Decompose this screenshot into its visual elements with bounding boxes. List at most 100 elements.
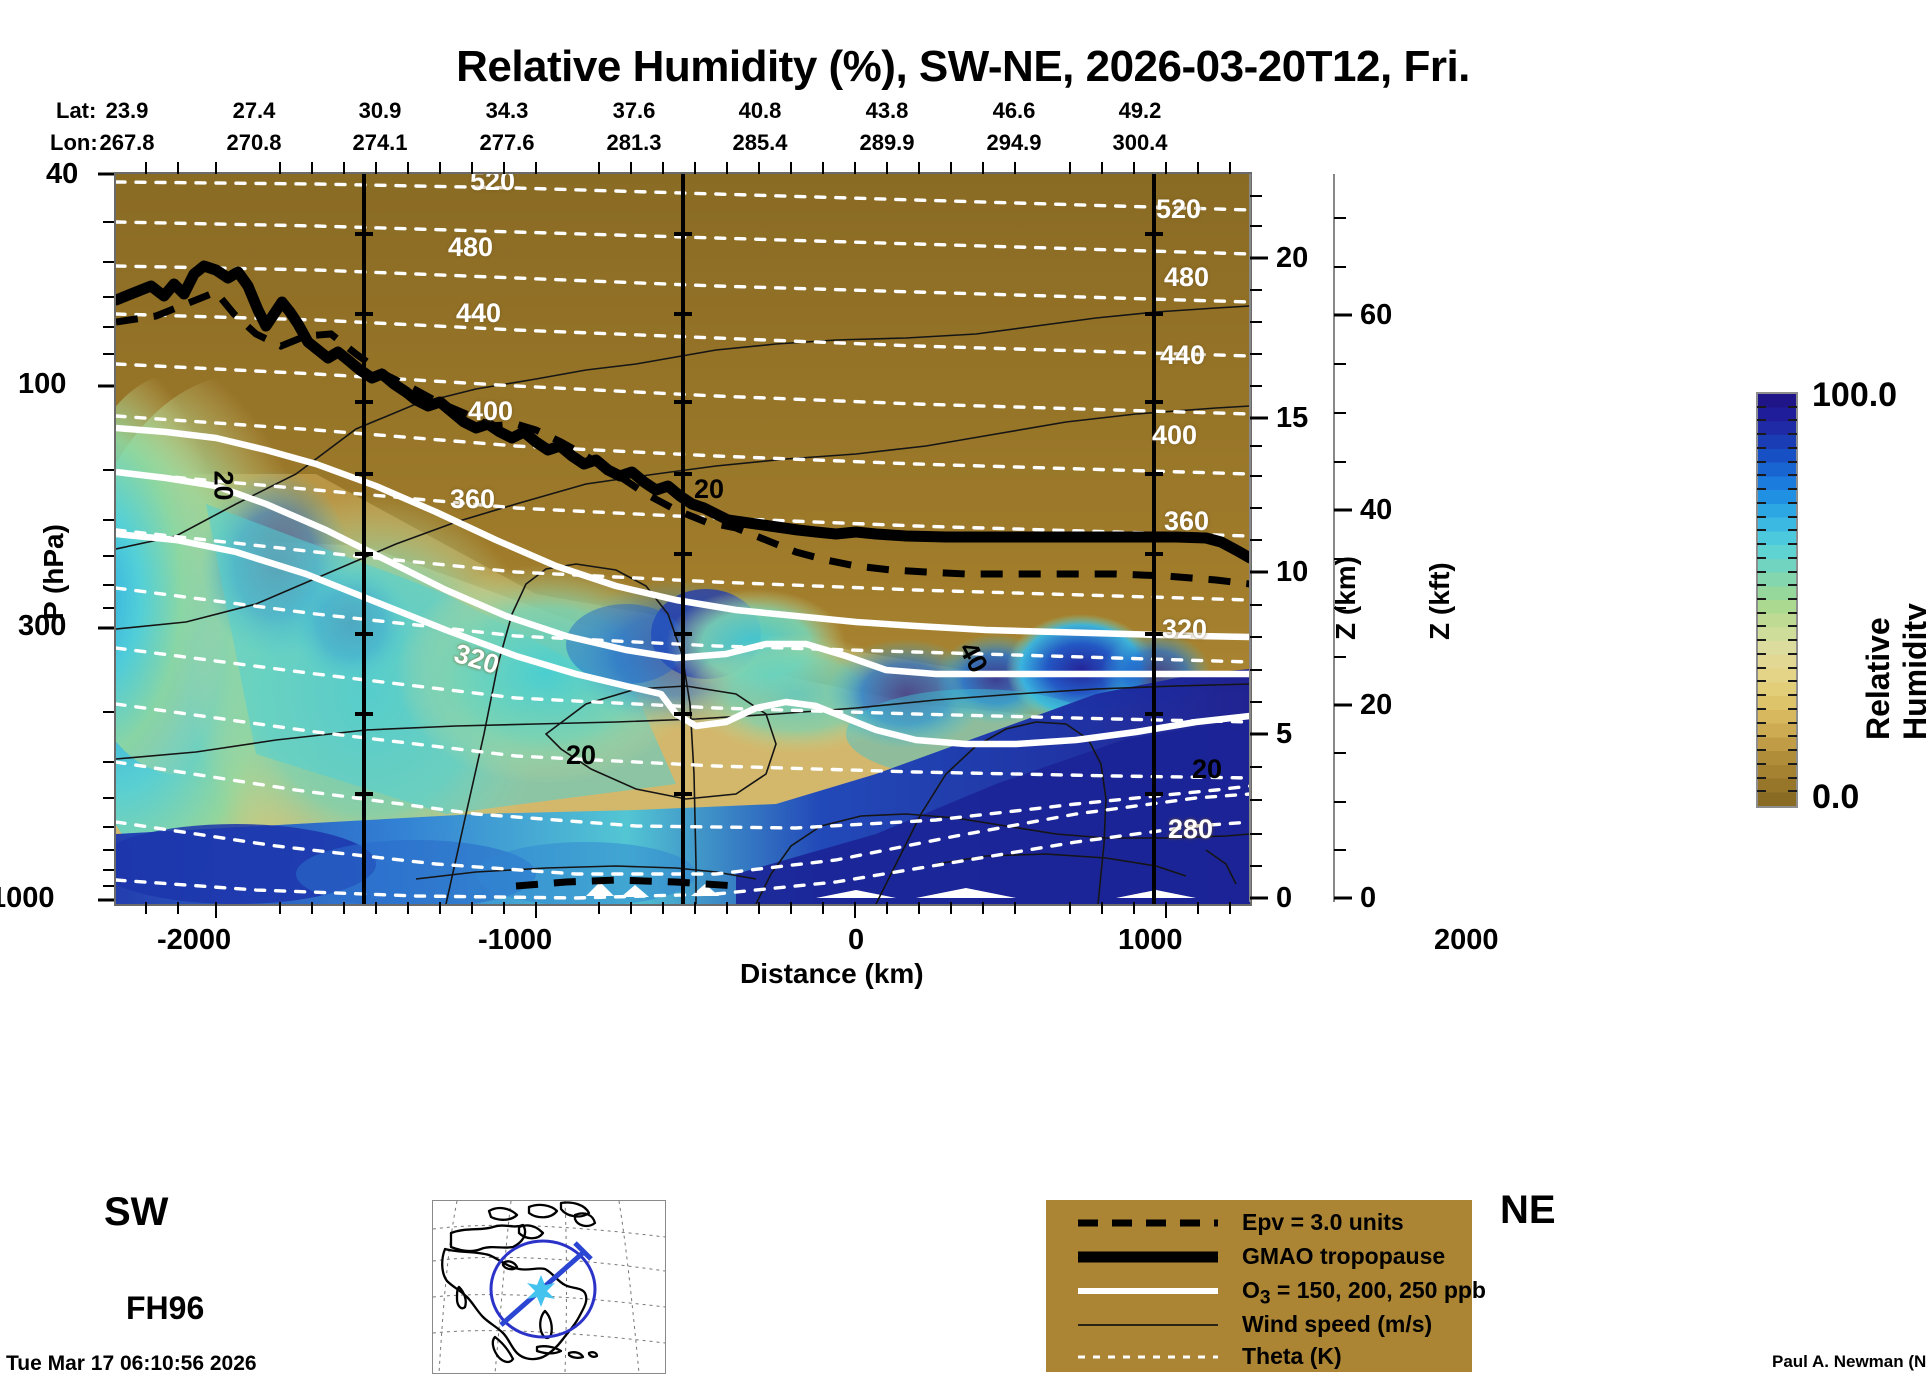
theta-contour-label: 520 (1156, 194, 1202, 224)
coastlines (441, 1201, 599, 1364)
z-km-tick-label: 20 (1276, 242, 1309, 274)
dashed-line-icon (1078, 1219, 1218, 1227)
theta-contour-label: 480 (448, 232, 494, 262)
legend-label-tropopause: GMAO tropopause (1242, 1243, 1446, 1269)
legend-label-theta: Theta (K) (1242, 1343, 1342, 1369)
thin-solid-line-icon (1078, 1324, 1218, 1326)
reference-line-ticks (355, 232, 1163, 796)
thick-solid-line-icon (1078, 1251, 1218, 1263)
colorbar-gradient (1758, 394, 1796, 806)
latitude-value: 37.6 (612, 98, 656, 123)
theta-contour-label: 480 (1164, 262, 1210, 292)
domain-circle (489, 1239, 597, 1339)
latitude-header-row: Lat: 23.9 27.4 30.9 34.3 37.6 40.8 43.8 … (0, 98, 1926, 126)
theta-contour-label: 360 (450, 484, 496, 514)
legend-row-theta: Theta (K) (1046, 1340, 1472, 1374)
z-kft-tick-label: 60 (1360, 299, 1393, 331)
ne-end-label: NE (1500, 1188, 1556, 1232)
sw-end-label: SW (104, 1190, 169, 1234)
z-km-tick-label: 5 (1276, 718, 1293, 750)
longitude-value: 274.1 (352, 130, 408, 155)
y-axis-title: P (hPa) (38, 524, 69, 620)
theta-contour-label: 400 (468, 396, 514, 426)
gmao-tropopause-line (116, 260, 1250, 564)
author-credit: Paul A. Newman (NASA (1772, 1352, 1926, 1371)
latitude-value: 30.9 (358, 98, 402, 123)
latitude-value: 49.2 (1118, 98, 1162, 123)
longitude-value: 285.4 (732, 130, 788, 155)
transect-end-cross (573, 1241, 593, 1261)
x-axis-tick-label: -2000 (157, 924, 232, 956)
legend-box: Epv = 3.0 units GMAO tropopause O3 = 150… (1046, 1200, 1486, 1374)
forecast-hour-label: FH96 (126, 1290, 205, 1326)
z-kft-tick-label: 20 (1360, 689, 1393, 721)
y-axis-tick-label: 100 (18, 368, 67, 400)
z-kft-tick-label: 0 (1360, 882, 1377, 914)
x-axis-tick-label: 2000 (1434, 924, 1499, 956)
legend-row-ozone: O3 = 150, 200, 250 ppb (1046, 1274, 1486, 1309)
theta-contour-label: 440 (456, 298, 502, 328)
dotted-white-line-icon (1078, 1355, 1218, 1359)
theta-contour-label: 440 (1160, 340, 1206, 370)
theta-contour-label: 280 (1168, 814, 1214, 844)
legend-row-tropopause: GMAO tropopause (1046, 1240, 1472, 1274)
z-kft-axis-title: Z (kft) (1424, 562, 1455, 640)
latitude-value: 23.9 (105, 98, 149, 123)
z-km-axis-title: Z (km) (1330, 556, 1361, 640)
page-title: Relative Humidity (%), SW-NE, 2026-03-20… (456, 42, 1470, 91)
relative-humidity-field (116, 174, 1250, 904)
colorbar-max-label: 100.0 (1812, 376, 1898, 414)
longitude-label: Lon: (50, 130, 98, 155)
cross-section-plot[interactable]: 520 480 440 400 360 320 520 480 440 400 … (114, 172, 1252, 906)
legend-row-wind: Wind speed (m/s) (1046, 1308, 1472, 1342)
longitude-value: 281.3 (606, 130, 662, 155)
latitude-value: 46.6 (992, 98, 1036, 123)
locator-map[interactable] (432, 1200, 666, 1374)
z-km-tick-label: 0 (1276, 882, 1293, 914)
colorbar-title: Relative Humidity (%) (1860, 603, 1926, 740)
vertical-reference-lines (362, 174, 1156, 904)
theta-contour-label: 400 (1152, 420, 1198, 450)
wind-speed-contours (116, 305, 1250, 904)
theta-contour-label: 320 (1162, 614, 1208, 644)
colorbar-min-label: 0.0 (1812, 778, 1860, 816)
x-axis-title: Distance (km) (740, 958, 924, 989)
theta-contours (116, 180, 1250, 900)
latitude-value: 40.8 (738, 98, 782, 123)
longitude-value: 277.6 (479, 130, 535, 155)
wind-speed-contour-label: 20 (694, 474, 725, 504)
wind-speed-contour-label: 20 (208, 470, 239, 501)
ozone-contours (116, 424, 1250, 748)
legend-row-epv: Epv = 3.0 units (1046, 1206, 1472, 1240)
generation-timestamp: Tue Mar 17 06:10:56 2026 (6, 1352, 257, 1375)
latitude-label: Lat: (56, 98, 97, 123)
white-solid-line-icon (1078, 1288, 1218, 1294)
legend-label-wind: Wind speed (m/s) (1242, 1311, 1433, 1337)
latitude-value: 27.4 (232, 98, 276, 123)
y-axis-tick-label: 300 (18, 610, 67, 642)
colorbar[interactable] (1756, 392, 1798, 808)
legend-label-ozone: O3 = 150, 200, 250 ppb (1242, 1277, 1486, 1309)
latitude-value: 43.8 (865, 98, 909, 123)
y-axis-tick-label: 1000 (0, 882, 55, 914)
x-axis-tick-label: 0 (848, 924, 865, 956)
longitude-value: 270.8 (226, 130, 282, 155)
locator-map-svg (432, 1200, 666, 1374)
latitude-value: 34.3 (485, 98, 529, 123)
wind-speed-contour-label: 20 (566, 740, 597, 770)
theta-contour-label: 360 (1164, 506, 1210, 536)
wind-speed-contour-label: 20 (1192, 754, 1223, 784)
z-km-tick-label: 15 (1276, 402, 1309, 434)
x-axis-tick-label: -1000 (478, 924, 553, 956)
x-axis-tick-label: 1000 (1118, 924, 1183, 956)
longitude-value: 294.9 (986, 130, 1042, 155)
center-star-marker (527, 1275, 555, 1307)
legend-label-epv: Epv = 3.0 units (1242, 1209, 1404, 1235)
longitude-header-row: Lon: 267.8 270.8 274.1 277.6 281.3 285.4… (0, 130, 1926, 158)
z-kft-tick-label: 40 (1360, 494, 1393, 526)
longitude-value: 300.4 (1112, 130, 1168, 155)
z-km-tick-label: 10 (1276, 556, 1309, 588)
y-axis-tick-label: 40 (46, 158, 79, 190)
epv-contour (116, 287, 1250, 890)
theta-contour-label: 520 (470, 172, 516, 196)
